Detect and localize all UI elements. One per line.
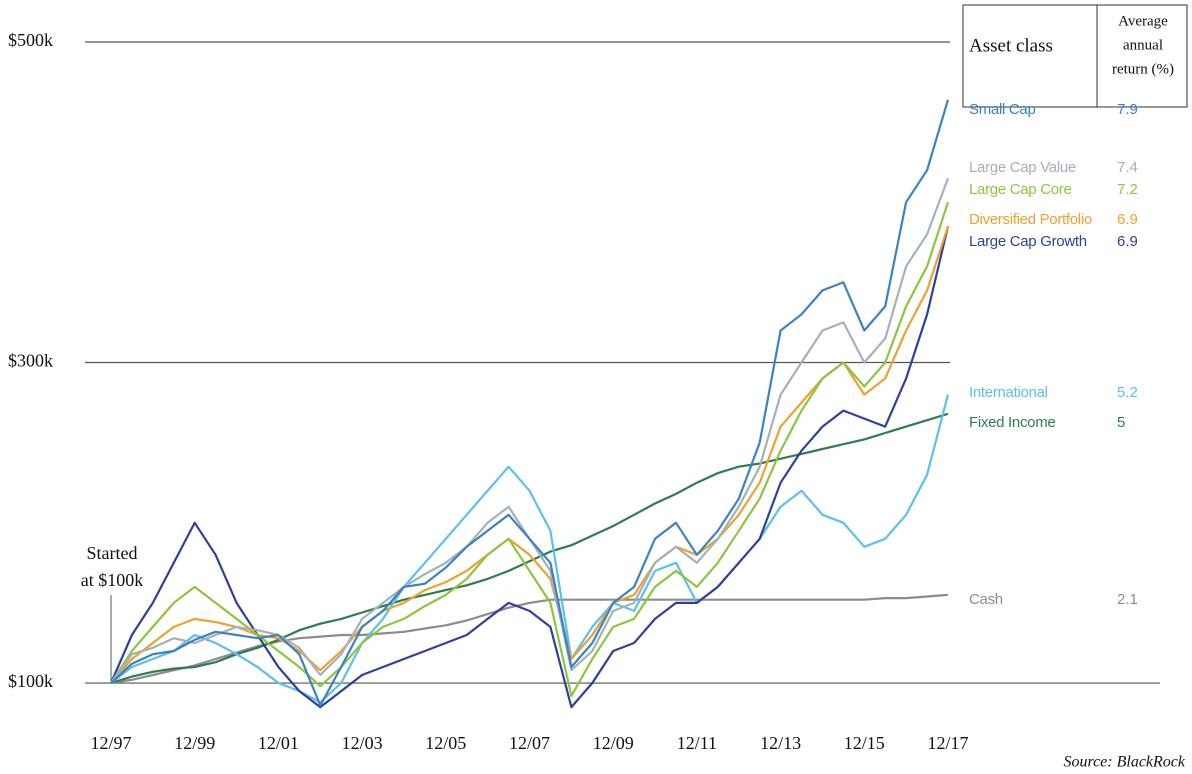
x-tick-label: 12/07 [509,733,550,753]
legend-label: Large Cap Value [969,159,1076,176]
series-line [110,225,950,684]
annotation: Started [87,543,138,563]
legend-return: 6.9 [1117,211,1138,228]
x-tick-label: 12/99 [174,733,215,753]
legend-header-return: annual [1123,37,1163,53]
series-line [110,593,949,685]
series-line [110,394,950,704]
series-line [110,412,949,685]
x-tick-label: 12/13 [760,733,801,753]
series-line [109,226,950,709]
series-line [110,177,950,684]
legend-label: Large Cap Growth [969,233,1087,250]
x-tick-label: 12/15 [844,733,885,753]
series-line [110,99,950,707]
legend-label: Small Cap [969,101,1036,118]
legend-return: 6.9 [1117,233,1138,250]
legend-label: Cash [969,591,1003,608]
legend-header-return: return (%) [1112,61,1174,77]
legend-label: Diversified Portfolio [969,211,1092,228]
legend-return: 7.2 [1117,181,1138,198]
legend-header-name: Asset class [969,35,1053,56]
x-tick-label: 12/01 [258,733,299,753]
legend-label: Fixed Income [969,414,1055,431]
legend-header-box [962,4,1188,108]
source: Source: BlackRock [1063,754,1185,771]
x-tick-label: 12/09 [593,733,634,753]
legend-label: Large Cap Core [969,181,1072,198]
legend-label: International [969,384,1048,401]
legend-header-return: Average [1118,13,1168,29]
x-tick-label: 12/11 [677,733,717,753]
annotation: at $100k [81,570,144,590]
x-tick-label: 12/17 [927,733,968,753]
y-tick-label: $300k [8,351,53,371]
legend-return: 5 [1117,414,1125,431]
x-tick-label: 12/05 [425,733,466,753]
legend-return: 7.4 [1117,159,1138,176]
y-tick-label: $100k [8,671,53,691]
legend-return: 7.9 [1117,101,1138,118]
legend-return: 5.2 [1117,384,1138,401]
x-tick-label: 12/03 [342,733,383,753]
y-tick-label: $500k [8,30,53,50]
legend-return: 2.1 [1117,591,1138,608]
x-tick-label: 12/97 [90,733,131,753]
